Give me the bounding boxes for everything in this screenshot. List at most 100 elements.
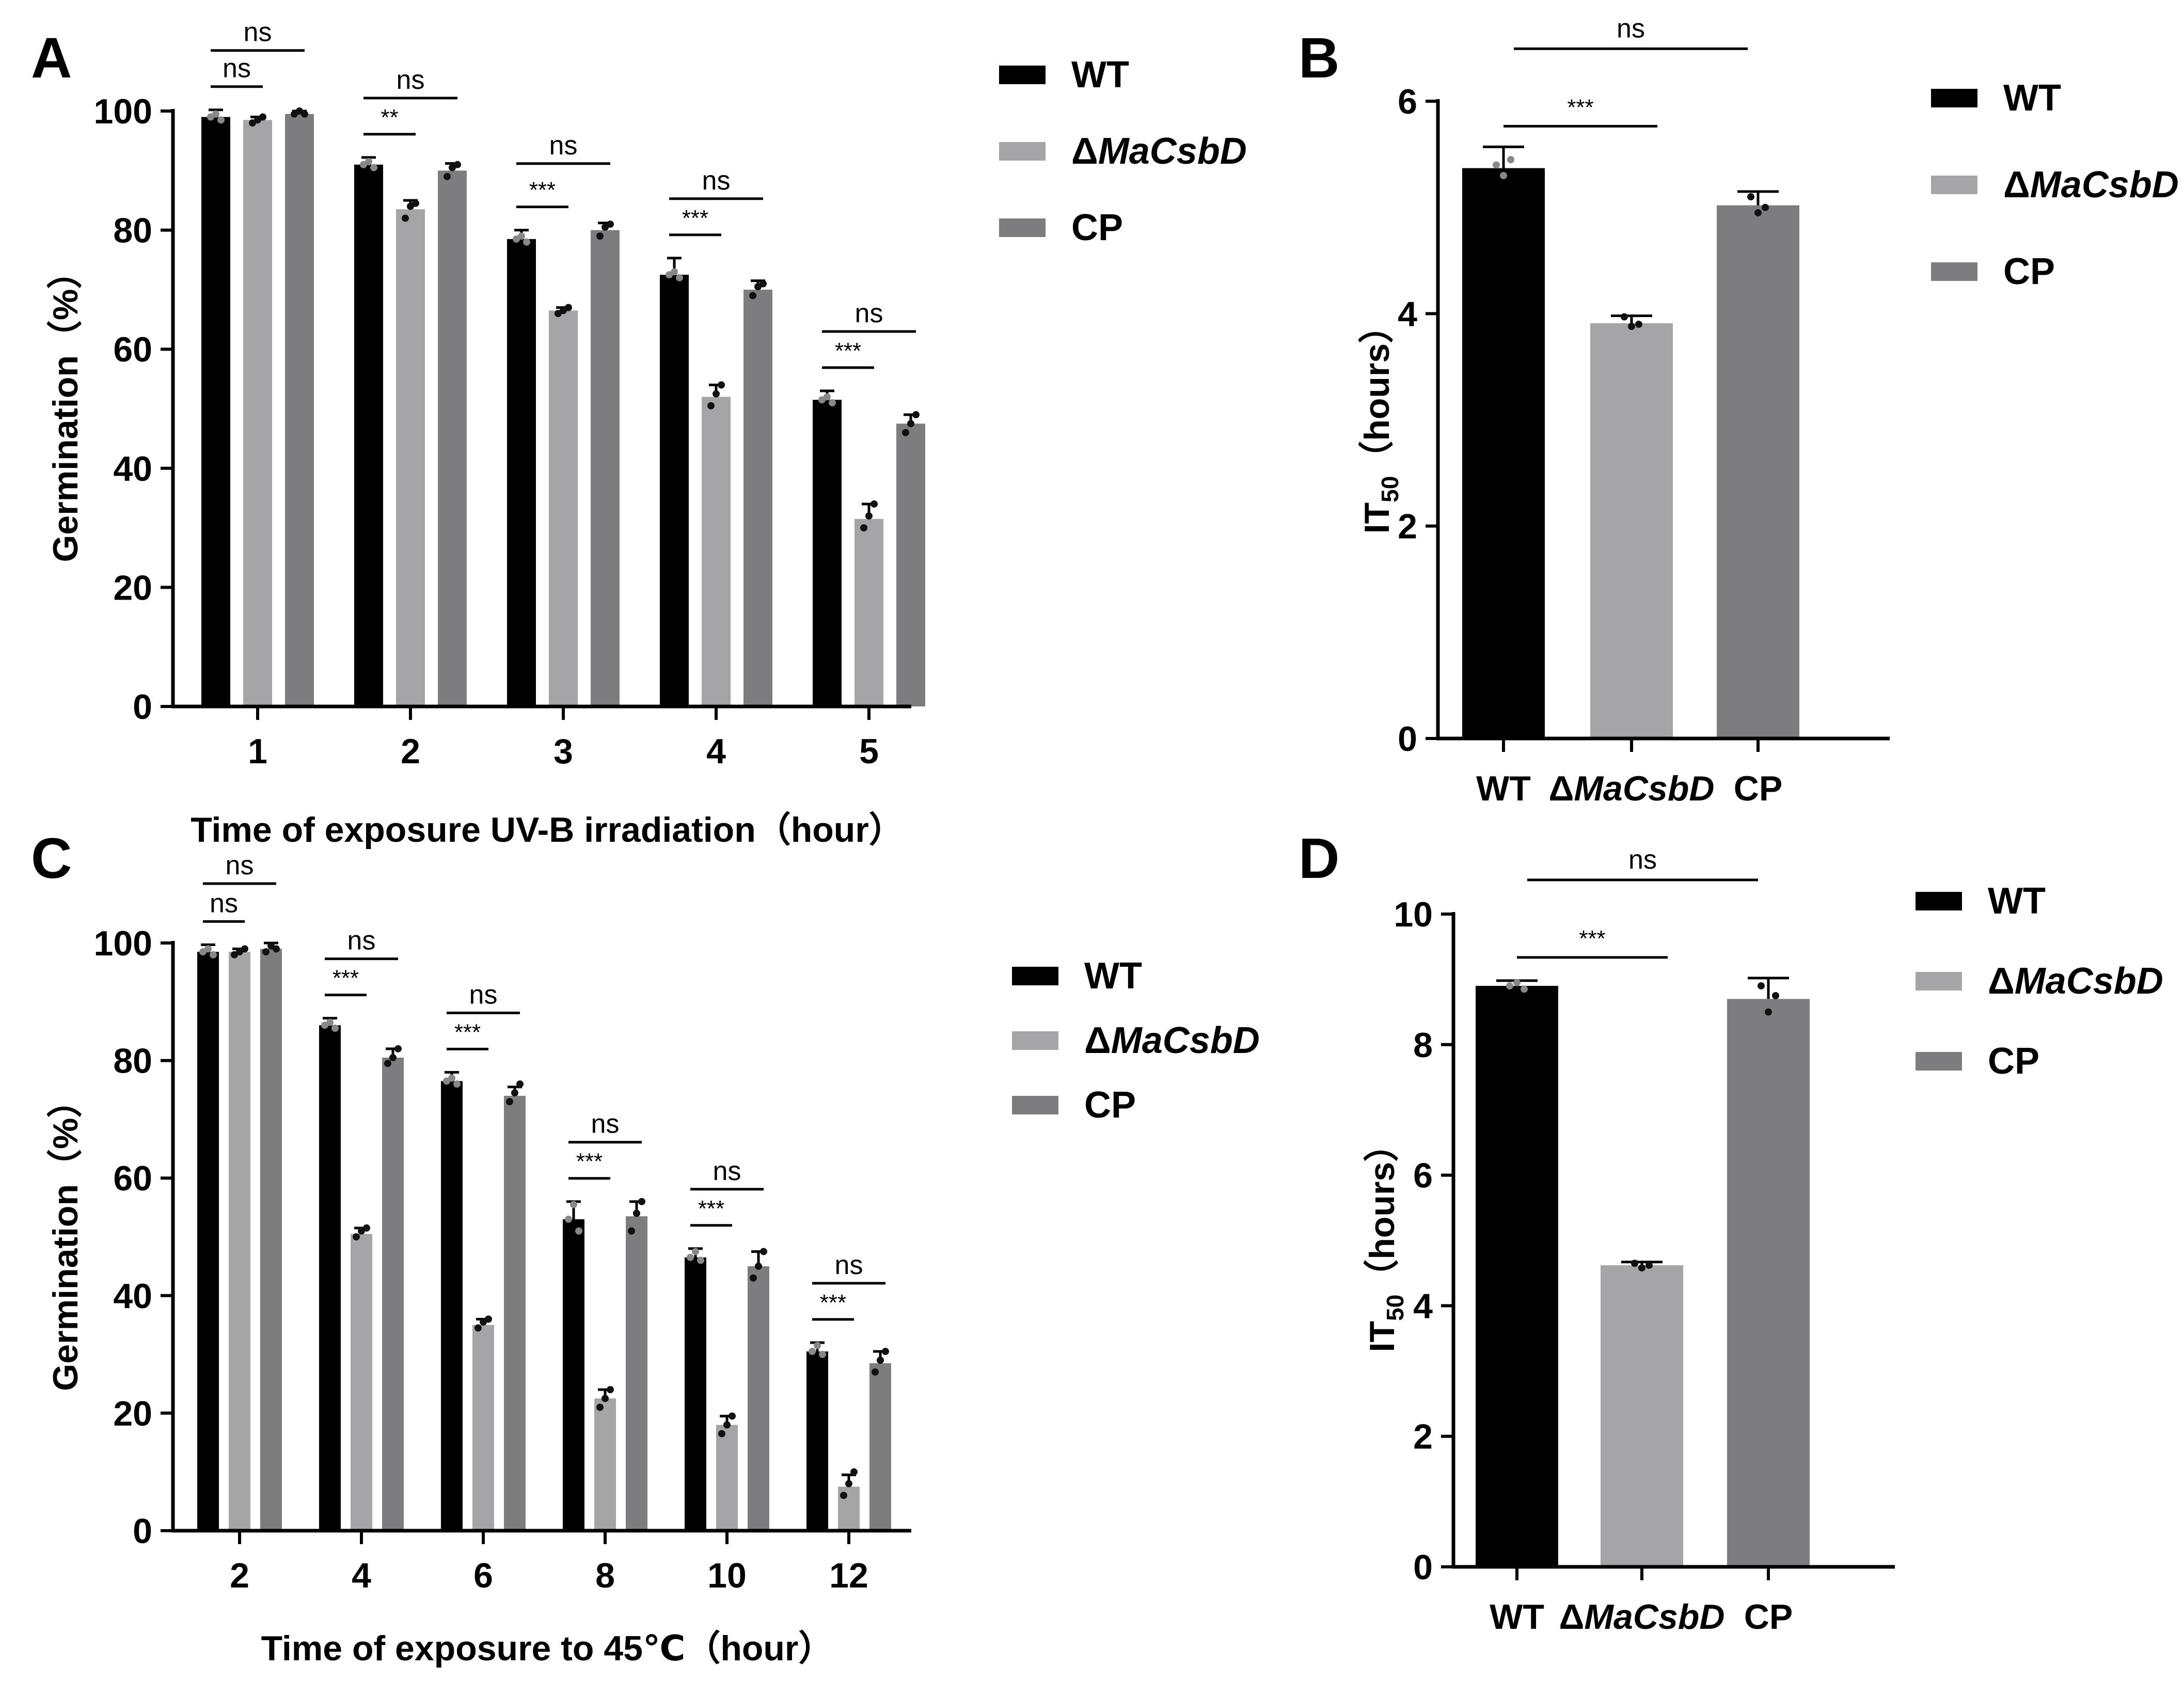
bar <box>716 1425 738 1531</box>
y-tick-label: 4 <box>1413 1286 1433 1326</box>
bar <box>1727 999 1810 1567</box>
y-axis-title-sub: 50 <box>1376 476 1403 502</box>
sig-label-outer: ns <box>702 166 731 196</box>
data-point <box>370 164 377 171</box>
data-point <box>448 1074 455 1082</box>
sig-label-inner: *** <box>698 1196 724 1221</box>
sig-label-outer: ns <box>713 1156 741 1186</box>
data-point <box>570 1201 577 1208</box>
legend-swatch-2 <box>1916 1052 1962 1071</box>
y-tick-label: 20 <box>113 1394 152 1433</box>
y-tick-label: 80 <box>113 1042 152 1081</box>
x-axis-title: Time of exposure UV-B irradiation（hour） <box>191 810 904 850</box>
legend-swatch-0 <box>1916 892 1962 910</box>
data-point <box>565 1215 572 1223</box>
data-point <box>718 1430 725 1438</box>
y-axis-title: IT50（hours） <box>1363 1127 1408 1353</box>
legend-label-1: ΔMaCsbD <box>1084 1020 1260 1061</box>
data-point <box>1521 985 1528 993</box>
data-point <box>259 113 266 121</box>
x-tick-label: WT <box>1476 769 1531 808</box>
y-tick-label: 8 <box>1413 1026 1433 1065</box>
bar <box>660 275 689 706</box>
bar <box>354 164 383 706</box>
x-tick-label: 10 <box>707 1556 747 1595</box>
sig-label-outer: ns <box>226 851 254 881</box>
y-axis-title-main: IT <box>1363 1321 1402 1352</box>
data-point <box>809 1347 816 1355</box>
data-point <box>840 1491 847 1499</box>
y-tick-label: 0 <box>1413 1548 1433 1587</box>
data-point <box>217 116 225 124</box>
data-point <box>877 1356 884 1364</box>
data-point <box>412 199 419 207</box>
data-point <box>1754 209 1762 216</box>
bar <box>441 1081 463 1531</box>
y-tick-label: 40 <box>113 1277 152 1316</box>
data-point <box>602 1394 609 1402</box>
y-axis-title: IT50（hours） <box>1357 308 1403 534</box>
sig-label-inner: *** <box>529 178 556 203</box>
data-point <box>596 1404 604 1411</box>
data-point <box>628 1227 635 1235</box>
data-point <box>718 381 725 389</box>
y-tick-label: 6 <box>1398 82 1417 121</box>
data-point <box>882 1347 889 1355</box>
bar <box>285 114 314 706</box>
bar <box>1717 205 1799 738</box>
data-point <box>212 110 219 118</box>
sig-label-outer: ns <box>347 926 376 956</box>
data-point <box>850 1468 858 1476</box>
data-point <box>365 158 372 166</box>
data-point <box>453 1080 461 1088</box>
bar <box>685 1257 706 1531</box>
sig-label-outer: ns <box>244 18 272 48</box>
y-tick-label: 10 <box>1394 895 1433 934</box>
y-axis-title-sub: 50 <box>1382 1295 1408 1321</box>
data-point <box>1758 982 1765 990</box>
bar <box>813 400 842 706</box>
legend-label-1: ΔMaCsbD <box>1071 131 1247 172</box>
x-tick-label: CP <box>1734 769 1782 808</box>
x-tick-label: 12 <box>829 1556 868 1595</box>
data-point <box>353 1233 360 1240</box>
data-point <box>1765 1008 1772 1016</box>
sig-label-outer: ns <box>591 1109 620 1139</box>
x-tick-label: WT <box>1490 1597 1544 1637</box>
sig-label-inner: *** <box>835 338 861 364</box>
data-point <box>210 951 217 958</box>
data-point <box>331 1025 339 1032</box>
panel-letter-D: D <box>1299 827 1339 890</box>
data-point <box>633 1209 640 1217</box>
bar <box>563 1219 584 1531</box>
data-point <box>241 945 248 953</box>
data-point <box>1638 1264 1645 1272</box>
sig-label-inner: *** <box>1579 926 1605 951</box>
legend-B: WT ΔMaCsbD CP <box>1931 77 2179 292</box>
legend-label-2: CP <box>1988 1041 2039 1082</box>
bar <box>382 1057 404 1531</box>
data-point <box>1635 320 1642 328</box>
bar <box>591 230 620 707</box>
data-point <box>829 399 836 406</box>
sig-label-inner: *** <box>454 1019 481 1045</box>
legend-swatch-1 <box>1916 972 1962 991</box>
x-tick-label: 6 <box>473 1556 493 1595</box>
y-tick-label: 100 <box>94 924 152 963</box>
x-tick-label: 3 <box>553 732 573 771</box>
chart-A: ns ns ** ns *** ns *** ns *** ns <box>201 18 925 707</box>
y-tick-label: 60 <box>113 1159 152 1198</box>
bar <box>197 952 219 1531</box>
data-point <box>516 1080 524 1088</box>
y-tick-label: 0 <box>133 1512 152 1551</box>
sig-label-outer: ns <box>835 1250 863 1280</box>
data-point <box>301 110 308 118</box>
data-point <box>444 172 451 180</box>
bar <box>243 120 272 706</box>
panel-letter-A: A <box>31 26 72 90</box>
bar <box>549 310 578 706</box>
data-point <box>819 1350 826 1358</box>
data-point <box>389 1054 397 1061</box>
bar <box>626 1216 647 1531</box>
data-point <box>402 214 409 222</box>
